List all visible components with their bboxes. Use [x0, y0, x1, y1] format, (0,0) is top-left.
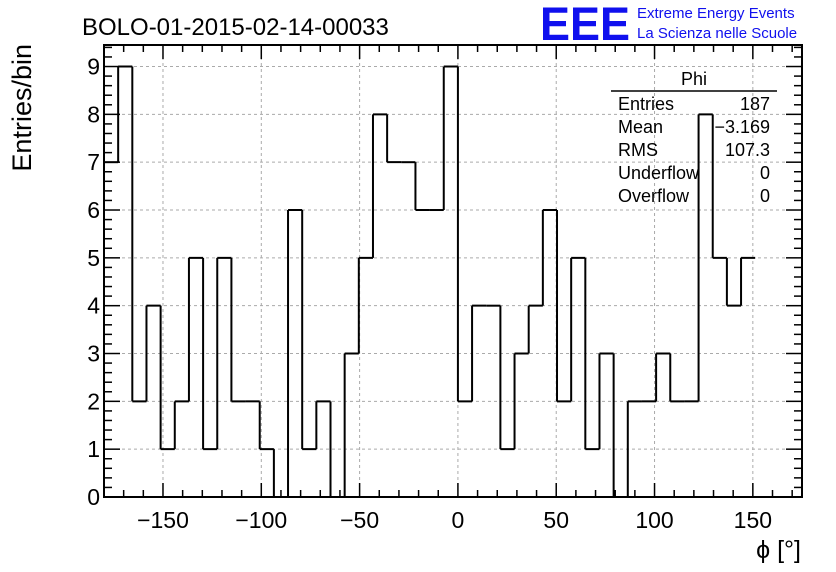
stats-box-title: Phi: [681, 69, 707, 89]
histogram-bin: [287, 209, 303, 497]
histogram-bin: [584, 257, 600, 451]
stats-row-label: Entries: [618, 94, 674, 114]
y-axis-label: Entries/bin: [7, 44, 37, 172]
histogram-bin: [371, 113, 388, 258]
histogram-bin: [187, 256, 204, 402]
y-tick-label: 0: [87, 484, 100, 510]
y-tick-label: 8: [87, 101, 100, 127]
x-tick-label: 150: [734, 507, 772, 533]
histogram-bin: [414, 162, 430, 212]
stats-row-value: 107.3: [725, 140, 770, 160]
histogram-bin: [598, 352, 614, 450]
histogram-bin: [131, 66, 147, 403]
y-tick-label: 6: [87, 197, 100, 223]
histogram-bin: [725, 257, 742, 307]
grid-lines: [104, 45, 802, 498]
x-tick-label: −150: [137, 507, 189, 533]
logo-mark: EEE: [540, 0, 630, 50]
stats-row-label: Underflow: [618, 163, 700, 183]
y-tick-label: 9: [87, 54, 100, 80]
x-tick-label: 0: [452, 507, 465, 533]
histogram-bin: [513, 352, 529, 450]
stats-row-value: −3.169: [714, 117, 770, 137]
y-tick-label: 5: [87, 245, 100, 271]
histogram-bin: [442, 65, 458, 211]
histogram-bin: [357, 256, 373, 354]
histogram-bin: [230, 257, 246, 403]
histogram-bin: [159, 305, 175, 451]
histogram-bin: [612, 353, 628, 498]
axis-ticks: −150 −100 −50 0 50 100 150 0 1 2 3 4 5 6 7 8 9: [87, 45, 802, 533]
y-tick-label: 1: [87, 436, 100, 462]
stats-row-label: Mean: [618, 117, 663, 137]
y-tick-label: 7: [87, 149, 100, 175]
eee-logo: EEE Extreme Energy Events La Scienza nel…: [540, 0, 797, 50]
stats-row-value: 187: [740, 94, 770, 114]
histogram-bin: [343, 352, 359, 497]
histogram-bin: [499, 305, 515, 451]
histogram-bin: [527, 304, 543, 354]
chart-title: BOLO-01-2015-02-14-00033: [82, 14, 389, 41]
histogram-bin: [711, 114, 727, 259]
histogram-bin: [386, 114, 402, 164]
histogram-bin: [740, 256, 756, 306]
logo-line-1: Extreme Energy Events: [637, 5, 795, 22]
stats-box: Phi Entries 187 Mean −3.169 RMS 107.3 Underflow…: [611, 69, 777, 206]
histogram-bin: [456, 66, 473, 403]
histogram-bin: [697, 113, 713, 402]
stats-row-label: RMS: [618, 140, 658, 160]
histogram-bin: [258, 401, 274, 451]
histogram-bin: [556, 210, 572, 403]
histogram-bin: [216, 256, 232, 450]
stats-row-value: 0: [760, 186, 770, 206]
y-tick-label: 4: [87, 293, 100, 319]
stats-row-value: 0: [760, 163, 770, 183]
histogram-bin: [272, 449, 289, 498]
x-tick-label: −100: [235, 507, 287, 533]
logo-line-2: La Scienza nelle Scuole: [637, 25, 797, 42]
histogram-bin: [669, 353, 685, 403]
x-axis-label: ϕ [°]: [756, 536, 801, 564]
histogram-bin: [301, 210, 317, 451]
histogram-bin: [202, 257, 218, 451]
histogram-bin: [173, 400, 189, 450]
x-tick-label: 50: [543, 507, 569, 533]
y-tick-label: 2: [87, 388, 100, 414]
histogram-bin: [541, 209, 558, 306]
histogram-bin: [626, 400, 642, 497]
x-tick-label: −50: [340, 507, 379, 533]
histogram-bin: [570, 256, 586, 402]
y-tick-label: 3: [87, 341, 100, 367]
histogram-bin: [655, 352, 671, 402]
histogram-bin: [471, 304, 487, 402]
stats-row-label: Overflow: [618, 186, 690, 206]
x-tick-label: 100: [635, 507, 673, 533]
histogram-bin: [315, 400, 331, 450]
histogram-bin: [145, 304, 161, 402]
plot-frame: [103, 44, 803, 498]
